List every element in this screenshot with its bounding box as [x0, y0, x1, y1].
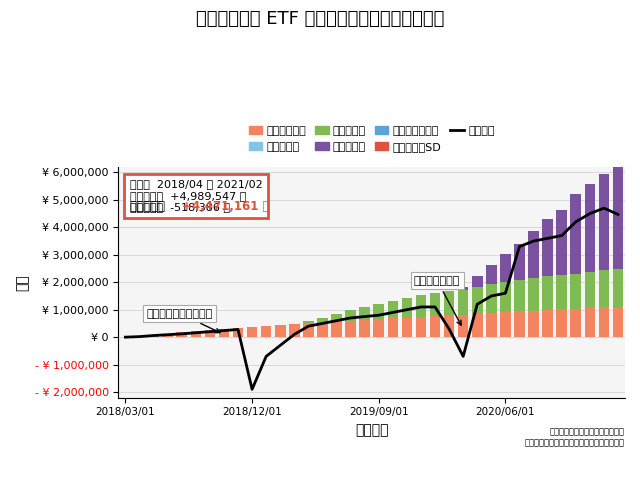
Bar	[612, 307, 623, 337]
Bar	[556, 209, 567, 276]
Bar	[584, 272, 595, 308]
Bar	[219, 329, 229, 337]
Bar	[500, 254, 511, 282]
Bar	[402, 318, 412, 337]
Bar	[598, 270, 609, 307]
Bar	[528, 231, 539, 278]
Bar	[612, 268, 623, 307]
Bar	[556, 310, 567, 337]
Bar	[402, 298, 412, 318]
Bar	[570, 194, 581, 274]
Bar	[317, 323, 328, 337]
Bar	[374, 304, 384, 319]
Legend: スリーカード, カウンター, ライジング, ヘッジャー, ビルダー＿通常, ビルダー＿SD, 合計損益: スリーカード, カウンター, ライジング, ヘッジャー, ビルダー＿通常, ビル…	[244, 122, 499, 156]
Bar	[500, 282, 511, 312]
Bar	[191, 331, 201, 337]
Bar	[598, 307, 609, 337]
Bar	[542, 276, 553, 310]
Bar	[177, 333, 187, 337]
Bar	[542, 218, 553, 276]
Bar	[275, 325, 285, 337]
Bar	[388, 319, 398, 337]
Bar	[472, 287, 483, 313]
Bar	[514, 311, 525, 337]
Bar	[148, 335, 159, 337]
Bar	[374, 319, 384, 337]
Bar	[205, 330, 215, 337]
X-axis label: 運用期間: 運用期間	[355, 423, 388, 437]
Bar	[289, 324, 300, 337]
Bar	[429, 293, 440, 316]
Bar	[556, 276, 567, 310]
Bar	[388, 300, 398, 319]
Text: +4,471,161 円: +4,471,161 円	[182, 201, 269, 214]
Bar	[584, 184, 595, 272]
Bar	[514, 244, 525, 280]
Bar	[486, 313, 497, 337]
Bar	[346, 310, 356, 321]
Bar	[570, 309, 581, 337]
Bar	[134, 336, 145, 337]
Bar	[612, 167, 623, 268]
Bar	[360, 320, 370, 337]
Bar	[247, 327, 257, 337]
Bar	[303, 321, 314, 323]
Text: 無限ナンピン戦略開始: 無限ナンピン戦略開始	[147, 309, 220, 333]
Bar	[472, 276, 483, 287]
Text: 合計損益：: 合計損益：	[130, 201, 173, 214]
Y-axis label: 利益: 利益	[15, 274, 29, 290]
Bar	[444, 291, 454, 315]
Bar	[317, 318, 328, 323]
Bar	[612, 165, 623, 167]
Bar	[332, 322, 342, 337]
Text: 期間：  2018/04 〜 2021/02
実現損益：  +4,989,547 円
評価損益：  -518,386 円: 期間： 2018/04 〜 2021/02 実現損益： +4,989,547 円…	[130, 180, 262, 213]
Bar	[415, 295, 426, 317]
Bar	[528, 311, 539, 337]
Bar	[233, 328, 243, 337]
Bar	[458, 288, 468, 289]
Text: トライオート ETF の実現損益と合計損益の推移: トライオート ETF の実現損益と合計損益の推移	[196, 10, 444, 28]
Bar	[500, 312, 511, 337]
Bar	[514, 280, 525, 311]
Bar	[261, 325, 271, 337]
Bar	[542, 310, 553, 337]
Bar	[612, 159, 623, 165]
Bar	[472, 313, 483, 337]
Bar	[458, 315, 468, 337]
Text: 実現損益：決済益＋分配金＋金利
合計損益：ポジションを全決済した時の損益: 実現損益：決済益＋分配金＋金利 合計損益：ポジションを全決済した時の損益	[525, 428, 625, 447]
Bar	[458, 289, 468, 315]
Bar	[570, 274, 581, 309]
Text: コロナショック: コロナショック	[414, 276, 461, 325]
Bar	[163, 334, 173, 337]
Bar	[332, 314, 342, 322]
Bar	[429, 316, 440, 337]
Bar	[303, 323, 314, 337]
Bar	[598, 174, 609, 270]
Bar	[415, 317, 426, 337]
Bar	[360, 307, 370, 320]
Bar	[486, 264, 497, 284]
Bar	[486, 284, 497, 313]
Bar	[346, 321, 356, 337]
Bar	[528, 278, 539, 311]
Bar	[584, 308, 595, 337]
Bar	[444, 315, 454, 337]
